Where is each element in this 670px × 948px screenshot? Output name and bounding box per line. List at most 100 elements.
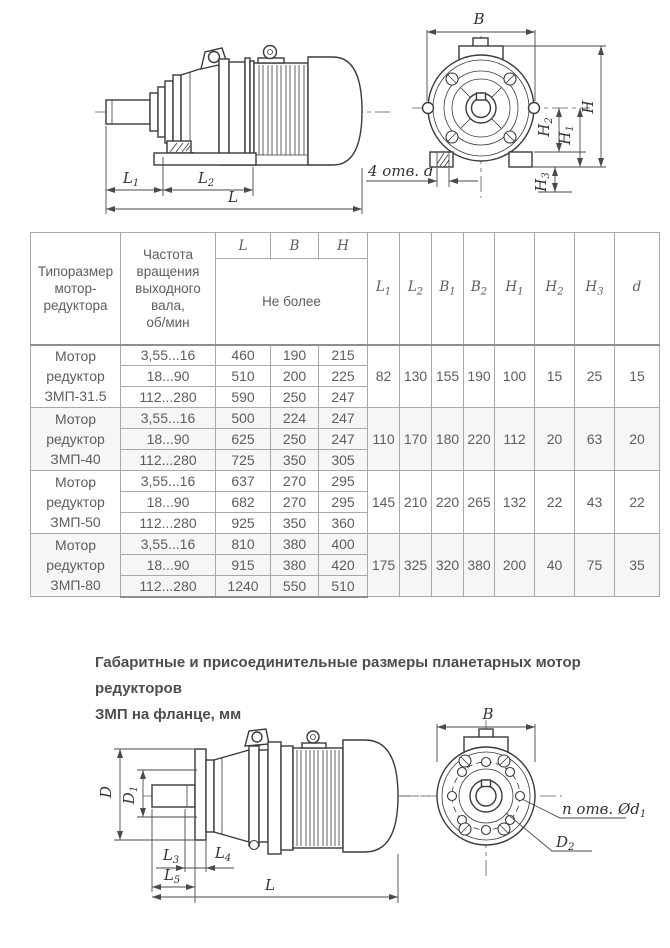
dim-label-h1: H1	[556, 125, 576, 145]
cell: 215	[318, 344, 368, 366]
cell: 3,55...16	[120, 470, 216, 492]
col-header-h: H	[318, 232, 368, 259]
col-header-b2: B2	[463, 232, 495, 346]
dim-label-d1: D1	[120, 786, 140, 805]
right-foot	[508, 151, 533, 168]
left-foot	[429, 151, 454, 168]
group-name: Мотор редуктор ЗМП-50	[30, 470, 121, 534]
cell: 145	[367, 470, 400, 534]
not-more-header: Не более	[215, 258, 368, 346]
cell: 510	[318, 575, 368, 598]
cell: 155	[431, 344, 464, 408]
dim-label-l3: L3	[162, 846, 179, 866]
dim-label-b: B	[481, 705, 493, 723]
cell: 270	[270, 470, 319, 492]
cell: 350	[270, 512, 319, 534]
cell: 18...90	[120, 554, 216, 576]
cell: 40	[534, 533, 575, 597]
dim-label-holes: 4 отв. d	[367, 162, 433, 180]
group-name: Мотор редуктор ЗМП-80	[30, 533, 121, 597]
dim-label-d2: D2	[555, 833, 574, 853]
foot-mounted-drawing: L1 L2 L 4 отв. d	[95, 10, 606, 214]
cell: 18...90	[120, 491, 216, 513]
cell: 510	[215, 365, 271, 387]
cell: 200	[494, 533, 535, 597]
dim-label-l5: L5	[163, 866, 180, 886]
cell: 380	[270, 533, 319, 555]
cell: 360	[318, 512, 368, 534]
cell: 200	[270, 365, 319, 387]
cell: 220	[431, 470, 464, 534]
cell: 247	[318, 407, 368, 429]
cell: 22	[534, 470, 575, 534]
cell: 247	[318, 386, 368, 408]
col-header-frequency: Частота вращения выходного вала, об/мин	[120, 232, 216, 346]
col-header-l1: L1	[367, 232, 400, 346]
cell: 20	[614, 407, 660, 471]
flange-mounted-drawing: L3 L4 L5 L D D1	[97, 705, 646, 903]
cell: 320	[431, 533, 464, 597]
cell: 420	[318, 554, 368, 576]
eyebolt-icon	[306, 730, 320, 744]
dim-label-h: H	[579, 100, 597, 115]
cell: 3,55...16	[120, 407, 216, 429]
cell: 18...90	[120, 428, 216, 450]
cell: 380	[270, 554, 319, 576]
cell: 35	[614, 533, 660, 597]
cell: 682	[215, 491, 271, 513]
col-header-h2: H2	[534, 232, 575, 346]
cell: 82	[367, 344, 400, 408]
cell: 550	[270, 575, 319, 598]
cell: 210	[399, 470, 432, 534]
cell: 725	[215, 449, 271, 471]
cell: 190	[270, 344, 319, 366]
cell: 925	[215, 512, 271, 534]
cell: 3,55...16	[120, 533, 216, 555]
cell: 265	[463, 470, 495, 534]
cell: 112...280	[120, 449, 216, 471]
cell: 170	[399, 407, 432, 471]
keyway	[475, 92, 487, 101]
base-plate	[153, 152, 257, 166]
col-header-h1: H1	[494, 232, 535, 346]
cell: 180	[431, 407, 464, 471]
eyebolt-base	[301, 742, 327, 749]
col-header-b: B	[270, 232, 319, 259]
dim-label-l4: L4	[214, 844, 231, 864]
col-header-l: L	[215, 232, 271, 259]
cell: 112...280	[120, 575, 216, 598]
dim-label-l: L	[264, 876, 275, 894]
cell: 15	[534, 344, 575, 408]
dim-label-b: B	[472, 10, 484, 28]
cell: 43	[574, 470, 615, 534]
cell: 220	[463, 407, 495, 471]
cell: 100	[494, 344, 535, 408]
keyway	[480, 779, 492, 788]
cell: 295	[318, 491, 368, 513]
cell: 325	[399, 533, 432, 597]
mounting-flange	[194, 748, 207, 841]
col-header-h3: H3	[574, 232, 615, 346]
cell: 130	[399, 344, 432, 408]
motor-fins	[254, 65, 308, 156]
dim-label-l: L	[227, 188, 238, 206]
cell: 175	[367, 533, 400, 597]
cell: 305	[318, 449, 368, 471]
cell: 225	[318, 365, 368, 387]
cell: 350	[270, 449, 319, 471]
cell: 22	[614, 470, 660, 534]
cell: 132	[494, 470, 535, 534]
front-view-flange-mounted: B n отв. Ød1 D2	[400, 705, 646, 878]
section-caption: Габаритные и присоединительные размеры п…	[95, 654, 581, 723]
dim-label-l1: L1	[122, 169, 139, 189]
cell: 110	[367, 407, 400, 471]
cell: 15	[614, 344, 660, 408]
side-view-foot-mounted: L1 L2 L 4 отв. d	[95, 44, 478, 214]
cell: 112...280	[120, 386, 216, 408]
cell: 25	[574, 344, 615, 408]
cell: 3,55...16	[120, 344, 216, 366]
motor-fins	[296, 750, 340, 846]
group-name: Мотор редуктор ЗМП-31.5	[30, 344, 121, 408]
cell: 247	[318, 428, 368, 450]
